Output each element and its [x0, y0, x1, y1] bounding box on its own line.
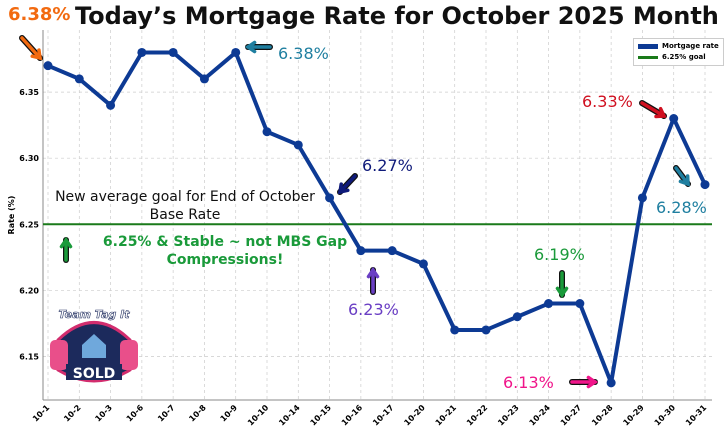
- legend: Mortgage rate 6.25% goal: [633, 38, 724, 66]
- x-tick-label: 10-1: [31, 403, 52, 424]
- y-tick-label: 6.30: [19, 154, 39, 163]
- data-point: [74, 74, 84, 84]
- stable-note: 6.25% & Stable ~ not MBS Gap Compressions…: [102, 234, 348, 268]
- annotation-end: 6.28%: [656, 198, 707, 217]
- data-point: [637, 193, 647, 203]
- data-point: [481, 325, 491, 335]
- x-tick-label: 10-24: [528, 403, 553, 428]
- data-point: [168, 47, 178, 57]
- data-point: [512, 312, 522, 322]
- y-tick-label: 6.25: [19, 220, 39, 229]
- x-tick-label: 10-20: [402, 403, 427, 428]
- y-tick-label: 6.20: [19, 286, 39, 295]
- x-tick-label: 10-17: [371, 403, 395, 427]
- annotation-1030: 6.33%: [582, 92, 633, 111]
- x-tick-label: 10-31: [684, 403, 709, 428]
- x-tick-label: 10-7: [156, 403, 177, 424]
- data-point: [700, 180, 710, 190]
- data-point: [325, 193, 335, 203]
- x-tick-label: 10-10: [246, 403, 271, 428]
- x-tick-label: 10-2: [62, 403, 83, 424]
- x-tick-label: 10-16: [340, 403, 365, 428]
- arrow-head-icon: [555, 286, 569, 299]
- arrow-head-icon: [366, 266, 380, 279]
- arrow-head-icon: [244, 40, 257, 54]
- data-point: [387, 246, 397, 256]
- annotation-peak: 6.38%: [278, 44, 329, 63]
- x-tick-label: 10-23: [496, 403, 520, 427]
- data-point: [418, 259, 428, 269]
- x-tick-label: 10-27: [559, 403, 583, 427]
- data-point: [450, 325, 460, 335]
- x-tick-label: 10-6: [125, 403, 146, 424]
- x-tick-label: 10-15: [309, 403, 334, 428]
- x-tick-label: 10-30: [653, 403, 678, 428]
- data-point: [199, 74, 209, 84]
- data-point: [669, 114, 679, 124]
- arrow-icon: [338, 174, 357, 194]
- data-point: [293, 140, 303, 150]
- x-tick-label: 10-3: [93, 403, 114, 424]
- chart-title: Today’s Mortgage Rate for October 2025 M…: [75, 2, 725, 30]
- goal-note: New average goal for End of October Base …: [55, 189, 315, 223]
- x-tick-label: 10-22: [465, 403, 489, 427]
- x-tick-label: 10-8: [187, 403, 208, 424]
- series-line: [47, 50, 707, 385]
- data-point: [262, 127, 272, 137]
- annotation-1015: 6.27%: [362, 156, 413, 175]
- data-point: [544, 299, 554, 309]
- x-tick-label: 10-14: [277, 403, 302, 428]
- svg-text:SOLD: SOLD: [73, 366, 116, 382]
- data-point: [137, 47, 147, 57]
- y-tick-label: 6.15: [19, 352, 39, 361]
- data-point: [575, 299, 585, 309]
- data-point: [606, 378, 616, 388]
- svg-text:Team Tag It: Team Tag It: [59, 308, 131, 321]
- data-point: [43, 61, 53, 71]
- y-tick-label: 6.35: [19, 88, 39, 97]
- legend-item-rate: Mortgage rate: [638, 41, 719, 52]
- arrow-head-icon: [678, 174, 690, 187]
- arrow-icon: [640, 101, 666, 118]
- y-axis-label: Rate (%): [7, 196, 16, 235]
- annotation-1016: 6.23%: [348, 300, 399, 319]
- data-point: [231, 47, 241, 57]
- arrow-icon: [20, 36, 42, 60]
- x-tick-label: 10-21: [434, 403, 459, 428]
- data-point: [106, 100, 116, 110]
- x-tick-label: 10-28: [590, 403, 615, 428]
- arrow-head-icon: [337, 182, 350, 195]
- arrow-head-icon: [654, 107, 667, 119]
- annotation-1024: 6.19%: [534, 245, 585, 264]
- x-tick-label: 10-9: [219, 403, 240, 424]
- team-tag-it-logo: Team Tag It SOLD: [48, 300, 140, 390]
- data-point: [356, 246, 366, 256]
- annotation-low: 6.13%: [503, 373, 554, 392]
- x-tick-label: 10-29: [621, 403, 646, 428]
- legend-item-goal: 6.25% goal: [638, 52, 719, 63]
- arrow-head-icon: [586, 375, 599, 389]
- arrow-head-icon: [30, 48, 43, 61]
- annotation-start: 6.38%: [8, 4, 71, 25]
- arrow-icon: [674, 166, 690, 186]
- arrow-head-icon: [59, 236, 73, 249]
